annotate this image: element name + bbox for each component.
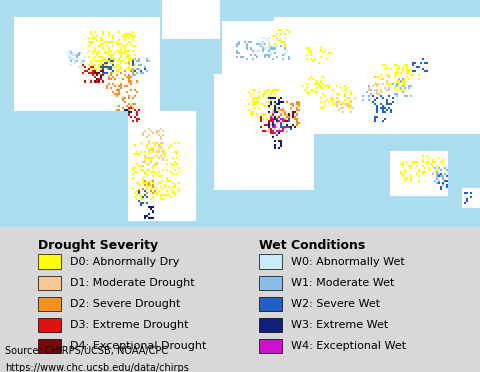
Bar [38, 254, 61, 269]
Bar [38, 339, 61, 353]
Text: D2: Severe Drought: D2: Severe Drought [70, 299, 180, 309]
Text: D0: Abnormally Dry: D0: Abnormally Dry [70, 257, 180, 267]
Text: W3: Extreme Wet: W3: Extreme Wet [291, 320, 388, 330]
Bar [38, 318, 61, 332]
Text: D4: Exceptional Drought: D4: Exceptional Drought [70, 341, 206, 351]
Text: Drought Severity: Drought Severity [38, 238, 158, 251]
Text: W4: Exceptional Wet: W4: Exceptional Wet [291, 341, 406, 351]
Text: Wet Conditions: Wet Conditions [259, 238, 365, 251]
Text: D3: Extreme Drought: D3: Extreme Drought [70, 320, 189, 330]
Text: W2: Severe Wet: W2: Severe Wet [291, 299, 380, 309]
Text: D1: Moderate Drought: D1: Moderate Drought [70, 278, 195, 288]
Bar [259, 276, 282, 290]
Text: Source: CHIRPS/UCSB, NOAA/CPC: Source: CHIRPS/UCSB, NOAA/CPC [5, 346, 168, 356]
Bar [259, 296, 282, 311]
Text: https://www.chc.ucsb.edu/data/chirps: https://www.chc.ucsb.edu/data/chirps [5, 363, 189, 372]
Text: W1: Moderate Wet: W1: Moderate Wet [291, 278, 394, 288]
Bar [259, 339, 282, 353]
Bar [259, 318, 282, 332]
Bar [38, 276, 61, 290]
Text: W0: Abnormally Wet: W0: Abnormally Wet [291, 257, 405, 267]
Bar [38, 296, 61, 311]
Bar [259, 254, 282, 269]
